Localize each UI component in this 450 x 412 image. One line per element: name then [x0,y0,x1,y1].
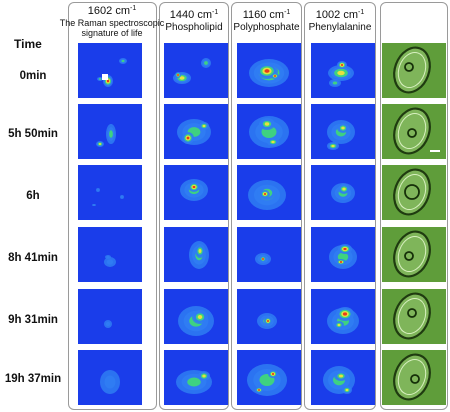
micrograph-row-3 [382,165,446,220]
micrograph-row-6 [382,350,446,405]
time-label-row-3: 6h [26,190,40,202]
wavenumber: 1602 [87,5,113,17]
raman-map-1602-row-6 [78,350,142,405]
panel-1602 [68,2,157,410]
time-label-row-4: 8h 41min [8,252,58,264]
raman-map-1440-row-5 [164,289,228,344]
raman-map-1602-row-1 [78,43,142,98]
micrograph-row-1 [382,43,446,98]
raman-map-1002-row-2 [311,104,375,159]
micrograph-row-5 [382,289,446,344]
raman-map-1440-row-1 [164,43,228,98]
raman-map-1160-row-2 [237,104,301,159]
time-label-row-6: 19h 37min [4,373,62,385]
raman-map-1160-row-1 [237,43,301,98]
raman-map-1002-row-5 [311,289,375,344]
raman-map-1440-row-3 [164,165,228,220]
time-label-row-1: 0min [19,70,47,82]
raman-map-1440-row-2 [164,104,228,159]
raman-map-1002-row-3 [311,165,375,220]
time-label-row-5: 9h 31min [8,314,58,326]
panel-1160 [231,2,302,410]
panel-micrograph [380,2,448,410]
raman-map-1440-row-4 [164,227,228,282]
time-axis-title: Time [14,37,42,51]
raman-map-1602-row-3 [78,165,142,220]
column-name: The Raman spectroscopic signature of lif… [59,17,165,38]
column-header-1602: 1602 cm-1 The Raman spectroscopic signat… [32,5,192,38]
raman-map-1602-row-4 [78,227,142,282]
raman-map-1160-row-4 [237,227,301,282]
panel-1002 [304,2,376,410]
raman-map-1160-row-3 [237,165,301,220]
micrograph-row-4 [382,227,446,282]
panel-1440 [159,2,229,410]
raman-map-1602-row-5 [78,289,142,344]
time-label-row-2: 5h 50min [8,128,58,140]
raman-map-1002-row-4 [311,227,375,282]
column-header-1002: 1002 cm-1 Phenylalanine [308,9,372,33]
column-header-1440: 1440 cm-1 Phospholipid [165,9,223,33]
raman-map-1002-row-1 [311,43,375,98]
raman-map-1160-row-6 [237,350,301,405]
column-header-1160: 1160 cm-1 Polyphosphate [233,9,300,33]
micrograph-row-2 [382,104,446,159]
raman-map-1160-row-5 [237,289,301,344]
raman-map-1602-row-2 [78,104,142,159]
raman-map-1440-row-6 [164,350,228,405]
raman-map-1002-row-6 [311,350,375,405]
